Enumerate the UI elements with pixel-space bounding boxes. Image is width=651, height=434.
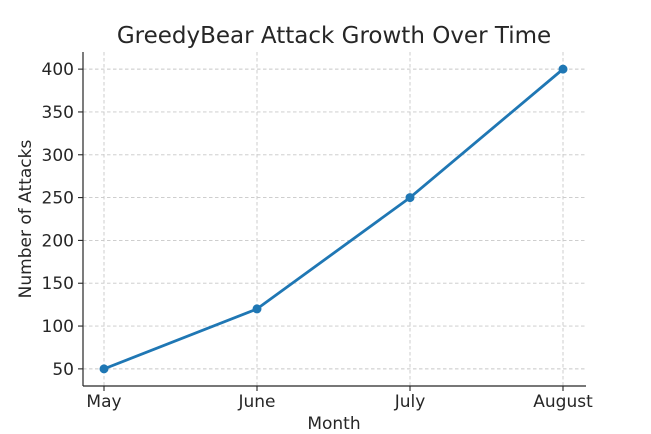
- y-tick-label: 150: [42, 274, 74, 294]
- chart-title: GreedyBear Attack Growth Over Time: [117, 23, 551, 49]
- y-tick-label: 100: [42, 317, 74, 337]
- y-tick-label: 400: [42, 60, 74, 80]
- axes: 50 100 150 200 250 300 350 400 May June July August: [42, 52, 593, 412]
- y-axis-label: Number of Attacks: [16, 140, 36, 299]
- series-line: [102, 67, 565, 371]
- y-tick-label: 50: [52, 360, 74, 380]
- x-axis-label: Month: [307, 414, 360, 434]
- data-point: [558, 64, 568, 74]
- data-point: [252, 304, 262, 314]
- series-layer: [99, 64, 568, 374]
- y-tick-label: 300: [42, 146, 74, 166]
- x-tick-label: July: [394, 392, 426, 412]
- x-tick-label: August: [533, 392, 593, 412]
- data-point: [405, 193, 415, 203]
- data-point: [99, 364, 109, 374]
- y-tick-label: 250: [42, 189, 74, 209]
- x-tick-label: June: [237, 392, 275, 412]
- y-tick-label: 350: [42, 103, 74, 123]
- x-tick-label: May: [86, 392, 121, 412]
- y-tick-label: 200: [42, 231, 74, 251]
- grid: [83, 52, 586, 386]
